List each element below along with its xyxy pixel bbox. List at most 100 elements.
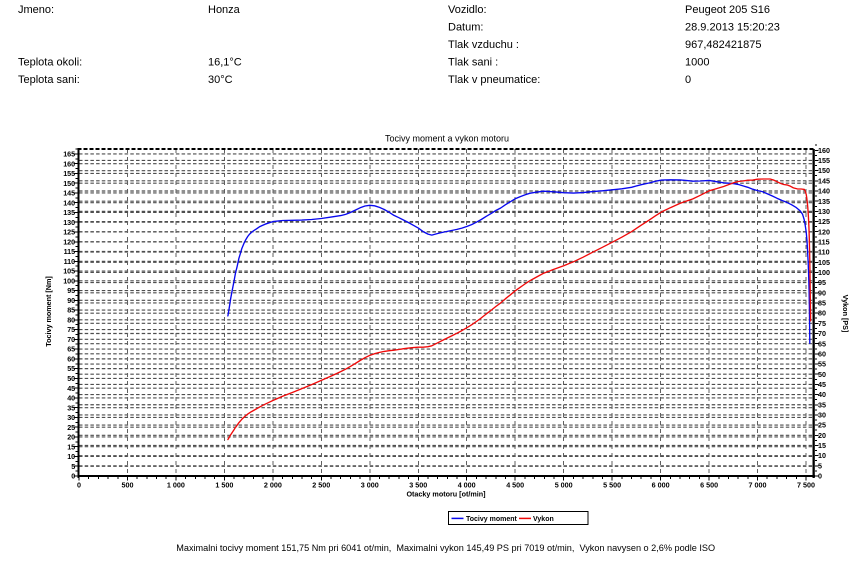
svg-text:2 000: 2 000 <box>264 481 282 490</box>
svg-text:Tlak v pneumatice:: Tlak v pneumatice: <box>448 74 540 86</box>
svg-text:120: 120 <box>63 237 75 246</box>
svg-text:110: 110 <box>64 257 76 266</box>
svg-text:160: 160 <box>818 146 830 155</box>
svg-text:50: 50 <box>818 370 826 379</box>
svg-text:Tlak vzduchu :: Tlak vzduchu : <box>448 39 519 51</box>
svg-text:125: 125 <box>818 217 830 226</box>
svg-text:10: 10 <box>818 451 826 460</box>
svg-text:140: 140 <box>63 198 75 207</box>
svg-text:155: 155 <box>818 156 830 165</box>
svg-text:80: 80 <box>818 309 826 318</box>
svg-text:115: 115 <box>818 238 830 247</box>
svg-text:65: 65 <box>67 345 75 354</box>
svg-text:30: 30 <box>67 413 75 422</box>
svg-text:75: 75 <box>818 319 826 328</box>
svg-text:75: 75 <box>67 325 75 334</box>
svg-text:0: 0 <box>818 472 822 481</box>
svg-text:65: 65 <box>818 339 826 348</box>
svg-text:Datum:: Datum: <box>448 22 483 34</box>
svg-text:0: 0 <box>685 74 691 86</box>
svg-text:Otacky motoru [ot/min]: Otacky motoru [ot/min] <box>406 490 485 499</box>
svg-text:20: 20 <box>67 433 75 442</box>
svg-text:145: 145 <box>63 189 75 198</box>
svg-text:30°C: 30°C <box>208 74 233 86</box>
svg-text:6 000: 6 000 <box>652 481 670 490</box>
svg-text:90: 90 <box>67 296 75 305</box>
svg-text:7 000: 7 000 <box>749 481 767 490</box>
svg-text:100: 100 <box>63 276 75 285</box>
svg-text:160: 160 <box>63 159 75 168</box>
svg-text:Jmeno:: Jmeno: <box>18 4 54 16</box>
svg-text:0: 0 <box>77 481 81 490</box>
svg-text:150: 150 <box>818 166 830 175</box>
svg-text:95: 95 <box>818 278 826 287</box>
svg-text:Vozidlo:: Vozidlo: <box>448 4 487 16</box>
svg-text:Tocivy moment: Tocivy moment <box>466 516 517 523</box>
svg-text:165: 165 <box>63 150 75 159</box>
svg-text:30: 30 <box>818 411 826 420</box>
svg-text:Tocivy moment a vykon motoru: Tocivy moment a vykon motoru <box>385 134 509 144</box>
svg-text:15: 15 <box>818 441 826 450</box>
svg-text:Teplota okoli:: Teplota okoli: <box>18 57 82 69</box>
svg-text:Peugeot 205 S16: Peugeot 205 S16 <box>685 4 770 16</box>
svg-text:155: 155 <box>63 169 75 178</box>
svg-text:Teplota sani:: Teplota sani: <box>18 74 80 86</box>
svg-text:16,1°C: 16,1°C <box>208 57 242 69</box>
svg-text:20: 20 <box>818 431 826 440</box>
svg-text:4 500: 4 500 <box>506 481 524 490</box>
svg-text:Honza: Honza <box>208 4 241 16</box>
svg-text:85: 85 <box>818 299 826 308</box>
svg-text:Maximalni tocivy moment 151,75: Maximalni tocivy moment 151,75 Nm pri 60… <box>176 543 715 553</box>
svg-text:Tlak sani :: Tlak sani : <box>448 57 498 69</box>
svg-text:55: 55 <box>818 360 826 369</box>
svg-text:60: 60 <box>818 350 826 359</box>
svg-text:28.9.2013 15:20:23: 28.9.2013 15:20:23 <box>685 22 780 34</box>
svg-text:Vykon [PS]: Vykon [PS] <box>841 295 850 333</box>
svg-text:5: 5 <box>818 461 822 470</box>
svg-text:15: 15 <box>67 442 75 451</box>
svg-text:35: 35 <box>818 400 826 409</box>
svg-text:130: 130 <box>818 207 830 216</box>
svg-text:967,482421875: 967,482421875 <box>685 39 761 51</box>
svg-text:135: 135 <box>818 197 830 206</box>
svg-text:105: 105 <box>818 258 830 267</box>
svg-text:Tocivy moment [Nm]: Tocivy moment [Nm] <box>44 276 53 347</box>
svg-text:1 500: 1 500 <box>215 481 233 490</box>
svg-text:120: 120 <box>818 227 830 236</box>
svg-text:105: 105 <box>63 267 75 276</box>
svg-text:35: 35 <box>67 403 75 412</box>
svg-text:85: 85 <box>67 306 75 315</box>
svg-text:45: 45 <box>67 384 75 393</box>
svg-text:110: 110 <box>818 248 830 257</box>
svg-text:70: 70 <box>818 329 826 338</box>
svg-text:60: 60 <box>67 355 75 364</box>
svg-text:55: 55 <box>67 364 75 373</box>
svg-text:10: 10 <box>67 452 75 461</box>
svg-text:40: 40 <box>818 390 826 399</box>
svg-text:145: 145 <box>818 176 830 185</box>
svg-text:40: 40 <box>67 394 75 403</box>
svg-text:125: 125 <box>63 228 75 237</box>
svg-text:1000: 1000 <box>685 57 709 69</box>
svg-text:130: 130 <box>63 218 75 227</box>
svg-text:70: 70 <box>67 335 75 344</box>
svg-text:90: 90 <box>818 288 826 297</box>
svg-text:4 000: 4 000 <box>458 481 476 490</box>
svg-text:0: 0 <box>71 472 75 481</box>
svg-text:140: 140 <box>818 187 830 196</box>
svg-text:2 500: 2 500 <box>312 481 330 490</box>
svg-text:25: 25 <box>818 421 826 430</box>
svg-text:Vykon: Vykon <box>533 516 554 523</box>
svg-text:50: 50 <box>67 374 75 383</box>
svg-text:7 500: 7 500 <box>797 481 815 490</box>
svg-text:45: 45 <box>818 380 826 389</box>
svg-text:95: 95 <box>67 286 75 295</box>
svg-text:80: 80 <box>67 315 75 324</box>
svg-text:6 500: 6 500 <box>700 481 718 490</box>
svg-text:500: 500 <box>122 481 134 490</box>
svg-text:135: 135 <box>63 208 75 217</box>
svg-text:100: 100 <box>818 268 830 277</box>
svg-text:5: 5 <box>71 462 75 471</box>
svg-text:3 000: 3 000 <box>361 481 379 490</box>
svg-text:5 500: 5 500 <box>603 481 621 490</box>
